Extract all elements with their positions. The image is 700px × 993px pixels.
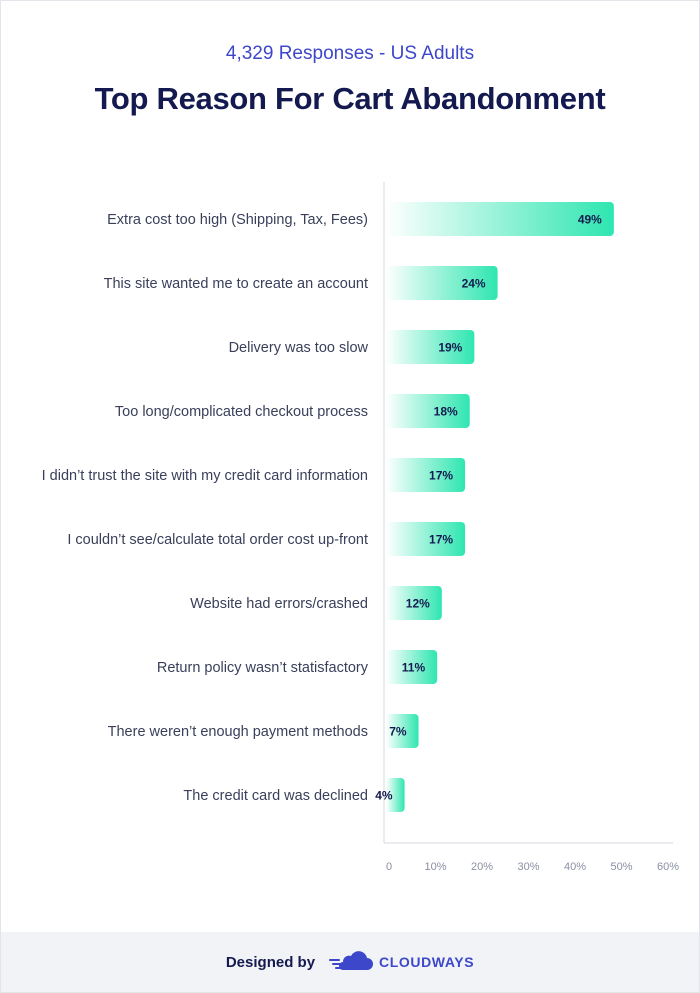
- bar: [386, 202, 614, 236]
- designed-by-label: Designed by: [225, 953, 316, 971]
- value-label: 49%: [578, 213, 602, 227]
- value-label: 11%: [402, 661, 426, 675]
- bar: [386, 586, 442, 620]
- x-tick-label: 0: [386, 861, 392, 873]
- value-label: 19%: [438, 341, 462, 355]
- category-label: Website had errors/crashed: [190, 596, 368, 612]
- value-label: 17%: [429, 469, 453, 483]
- value-label: 12%: [406, 597, 430, 611]
- footer: Designed by CLOUDWAYS: [1, 932, 699, 992]
- value-label: 18%: [434, 405, 458, 419]
- x-tick-label: 30%: [517, 861, 539, 873]
- bar: [386, 458, 466, 492]
- category-label: Too long/complicated checkout process: [115, 404, 368, 420]
- brand-name: CLOUDWAYS: [379, 954, 475, 970]
- value-label: 4%: [375, 789, 393, 803]
- category-label: The credit card was declined: [183, 788, 368, 804]
- category-label: Return policy wasn’t statisfactory: [157, 660, 369, 676]
- x-tick-label: 60%: [657, 861, 679, 873]
- x-tick-label: 50%: [610, 861, 632, 873]
- cloud-logo-icon: [329, 951, 374, 970]
- chart-subtitle: 4,329 Responses - US Adults: [225, 43, 475, 64]
- x-tick-label: 10%: [424, 861, 446, 873]
- value-label: 7%: [389, 725, 407, 739]
- value-label: 17%: [429, 533, 453, 547]
- bar: [386, 266, 498, 300]
- bar: [386, 522, 466, 556]
- x-tick-label: 20%: [471, 861, 493, 873]
- category-label: This site wanted me to create an account: [104, 276, 368, 292]
- brand-logo[interactable]: CLOUDWAYS: [329, 951, 474, 973]
- bar-chart: Extra cost too high (Shipping, Tax, Fees…: [42, 182, 679, 873]
- chart-title: Top Reason For Cart Abandonment: [94, 81, 606, 116]
- bar: [386, 650, 438, 684]
- category-label: There weren’t enough payment methods: [108, 724, 368, 740]
- bar: [386, 330, 475, 364]
- x-tick-label: 40%: [564, 861, 586, 873]
- category-label: I didn’t trust the site with my credit c…: [42, 468, 368, 484]
- value-label: 24%: [462, 277, 486, 291]
- category-label: I couldn’t see/calculate total order cos…: [67, 532, 368, 548]
- bar: [386, 394, 470, 428]
- bar: [386, 778, 405, 812]
- category-label: Delivery was too slow: [229, 340, 369, 356]
- bar: [386, 714, 419, 748]
- category-label: Extra cost too high (Shipping, Tax, Fees…: [107, 212, 368, 228]
